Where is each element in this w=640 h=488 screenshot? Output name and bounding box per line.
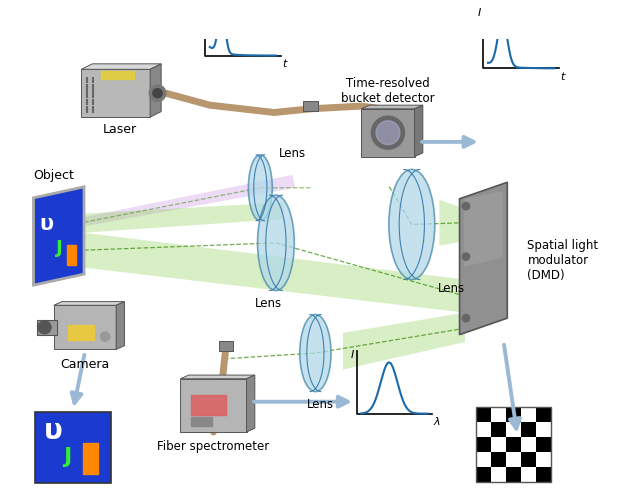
Bar — [68, 326, 94, 341]
Bar — [506, 437, 521, 452]
Bar — [491, 468, 506, 483]
Bar — [191, 417, 212, 427]
Text: Lens: Lens — [307, 397, 333, 410]
Text: t: t — [561, 72, 565, 82]
Text: J: J — [56, 238, 63, 256]
Polygon shape — [84, 233, 465, 313]
Bar — [491, 407, 506, 423]
Ellipse shape — [248, 155, 272, 222]
Text: I: I — [351, 349, 354, 360]
Text: Lens: Lens — [438, 282, 465, 295]
Bar — [506, 423, 521, 437]
Bar — [506, 407, 521, 423]
Circle shape — [462, 203, 470, 210]
Bar — [491, 452, 506, 468]
Bar — [491, 437, 506, 452]
Circle shape — [462, 315, 470, 322]
Bar — [476, 407, 552, 483]
Circle shape — [153, 89, 162, 99]
Bar — [476, 452, 491, 468]
Polygon shape — [54, 302, 124, 305]
Polygon shape — [439, 200, 465, 246]
Circle shape — [100, 332, 109, 342]
Ellipse shape — [389, 170, 435, 280]
Polygon shape — [180, 379, 246, 432]
Bar — [521, 437, 536, 452]
Bar — [476, 407, 491, 423]
Polygon shape — [180, 375, 255, 379]
Bar — [476, 468, 491, 483]
Text: Object: Object — [33, 169, 74, 182]
Bar — [536, 452, 552, 468]
Text: Camera: Camera — [60, 357, 109, 370]
Text: Laser: Laser — [103, 122, 137, 135]
Polygon shape — [150, 65, 161, 118]
Polygon shape — [460, 183, 508, 335]
Bar — [521, 407, 536, 423]
Bar — [521, 452, 536, 468]
Polygon shape — [246, 375, 255, 432]
Text: t: t — [282, 59, 287, 69]
Bar — [506, 452, 521, 468]
Text: λ: λ — [434, 417, 440, 427]
Polygon shape — [362, 110, 415, 157]
Bar — [303, 102, 318, 111]
Bar — [37, 320, 58, 335]
Bar — [536, 423, 552, 437]
Bar — [506, 468, 521, 483]
Text: υ: υ — [39, 213, 54, 233]
Bar — [491, 423, 506, 437]
Polygon shape — [33, 187, 84, 285]
Text: I: I — [199, 0, 202, 2]
Bar — [191, 395, 227, 416]
Text: υ: υ — [44, 416, 63, 444]
Bar — [67, 245, 76, 265]
Circle shape — [38, 321, 51, 334]
Text: Time-resolved
bucket detector: Time-resolved bucket detector — [341, 77, 435, 105]
Bar — [35, 412, 111, 484]
Circle shape — [462, 253, 470, 261]
Polygon shape — [464, 192, 502, 267]
Polygon shape — [343, 313, 465, 370]
Text: Lens: Lens — [278, 147, 306, 160]
Polygon shape — [362, 106, 423, 110]
Polygon shape — [84, 176, 295, 226]
Polygon shape — [116, 302, 124, 349]
Bar — [102, 72, 134, 80]
Polygon shape — [81, 70, 150, 118]
Text: I: I — [477, 8, 481, 18]
Circle shape — [371, 117, 404, 150]
Bar — [476, 437, 491, 452]
Bar — [476, 423, 491, 437]
Bar — [521, 468, 536, 483]
Text: Fiber spectrometer: Fiber spectrometer — [157, 439, 269, 452]
Text: Lens: Lens — [255, 297, 282, 309]
Circle shape — [376, 122, 400, 145]
Polygon shape — [415, 106, 423, 157]
Bar — [83, 443, 98, 474]
Polygon shape — [54, 305, 116, 349]
Bar — [219, 342, 233, 351]
Bar — [536, 437, 552, 452]
Bar — [536, 407, 552, 423]
Bar — [536, 468, 552, 483]
Polygon shape — [81, 65, 161, 70]
Text: Spatial light
modulator
(DMD): Spatial light modulator (DMD) — [527, 239, 598, 282]
Circle shape — [149, 86, 166, 102]
Text: J: J — [63, 446, 72, 466]
Ellipse shape — [257, 196, 294, 291]
Polygon shape — [84, 203, 284, 233]
Ellipse shape — [300, 315, 331, 392]
Bar — [521, 423, 536, 437]
